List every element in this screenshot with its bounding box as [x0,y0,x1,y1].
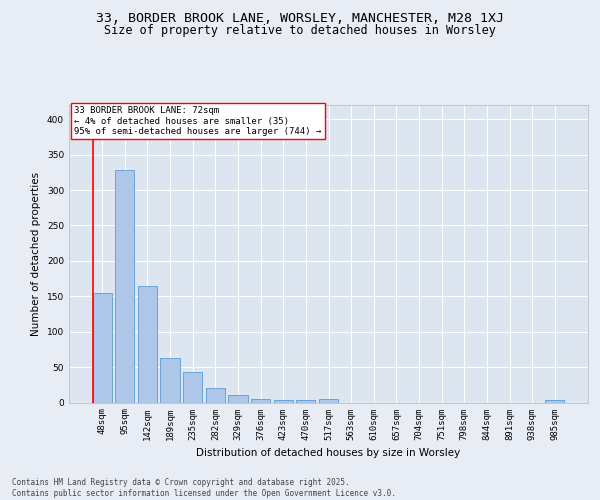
Bar [160,358,180,403]
Text: Contains HM Land Registry data © Crown copyright and database right 2025.
Contai: Contains HM Land Registry data © Crown c… [12,478,396,498]
Text: 33 BORDER BROOK LANE: 72sqm
← 4% of detached houses are smaller (35)
95% of semi: 33 BORDER BROOK LANE: 72sqm ← 4% of deta… [74,106,322,136]
Bar [274,400,293,402]
Bar [115,170,134,402]
Bar [229,396,248,402]
Y-axis label: Number of detached properties: Number of detached properties [31,172,41,336]
Text: 33, BORDER BROOK LANE, WORSLEY, MANCHESTER, M28 1XJ: 33, BORDER BROOK LANE, WORSLEY, MANCHEST… [96,12,504,26]
Bar [206,388,225,402]
Bar [92,292,112,403]
Bar [183,372,202,402]
Bar [296,400,316,402]
X-axis label: Distribution of detached houses by size in Worsley: Distribution of detached houses by size … [196,448,461,458]
Bar [545,400,565,402]
Text: Size of property relative to detached houses in Worsley: Size of property relative to detached ho… [104,24,496,37]
Bar [138,286,157,403]
Bar [319,399,338,402]
Bar [251,399,270,402]
